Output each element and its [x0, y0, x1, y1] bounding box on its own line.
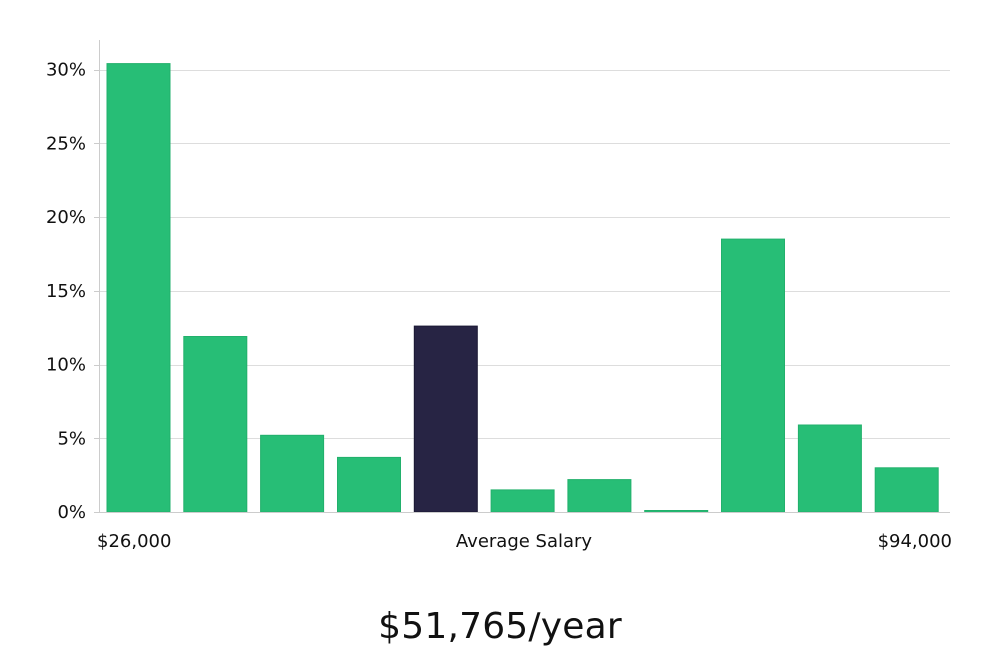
y-tick-label: 25%	[46, 133, 86, 154]
average-salary-value: $51,765/year	[378, 606, 622, 647]
bar	[183, 336, 248, 513]
bar	[874, 467, 939, 513]
bar	[797, 424, 862, 513]
x-label-average: Average Salary	[456, 531, 593, 552]
y-tick-label: 5%	[57, 428, 86, 449]
bar	[260, 434, 325, 513]
y-tick-label: 0%	[57, 502, 86, 523]
y-tick-label: 10%	[46, 355, 86, 376]
y-tick-label: 30%	[46, 60, 86, 81]
bar	[567, 479, 632, 513]
bars	[106, 63, 939, 513]
bar	[337, 456, 401, 513]
x-label-min: $26,000	[97, 531, 171, 552]
bar	[644, 510, 709, 513]
bar	[721, 238, 785, 513]
bar	[490, 489, 555, 513]
bar	[106, 63, 171, 513]
x-label-max: $94,000	[878, 531, 952, 552]
y-tick-label: 20%	[46, 207, 86, 228]
bar-average-salary	[413, 325, 478, 513]
y-tick-label: 15%	[46, 281, 86, 302]
y-axis-ticks: 0% 5% 10% 15% 20% 25% 30%	[46, 60, 100, 523]
